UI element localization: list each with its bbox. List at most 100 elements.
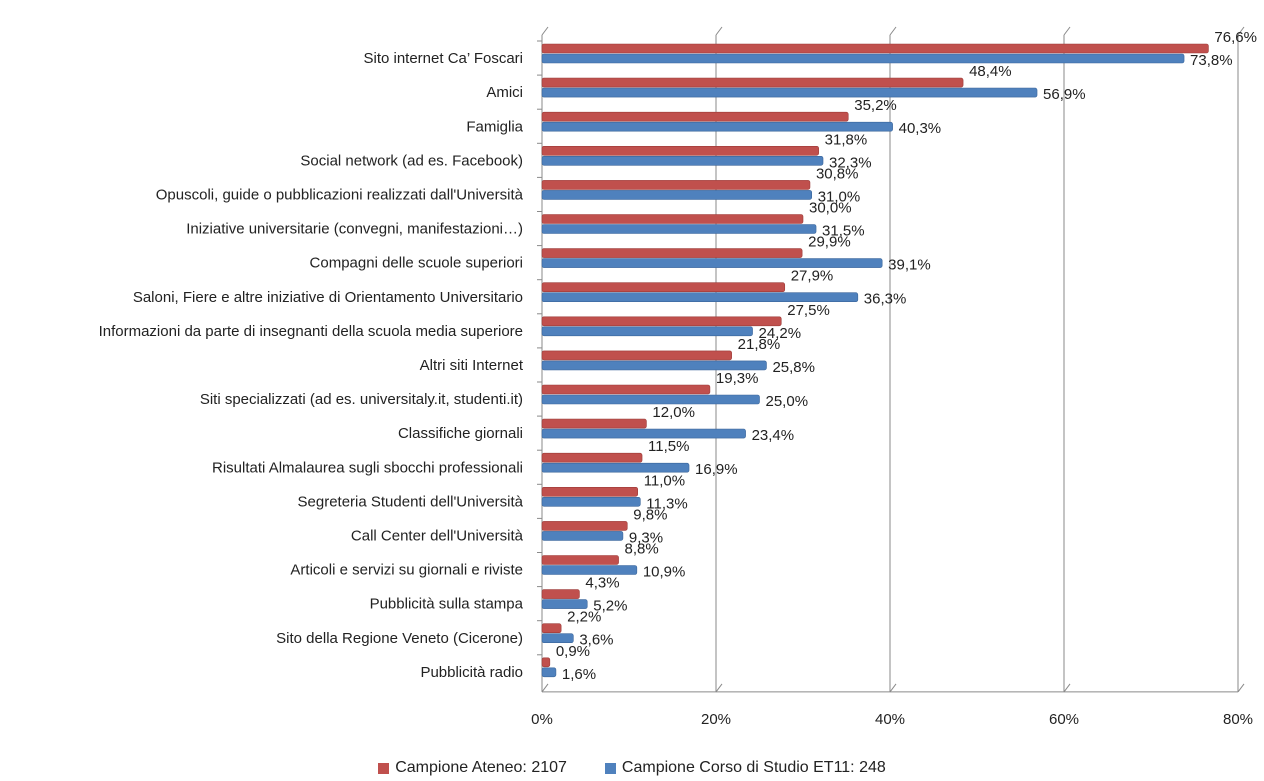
bar-ateneo — [541, 282, 786, 293]
category-label: Sito della Regione Veneto (Cicerone) — [276, 630, 523, 647]
bar-ateneo — [541, 418, 647, 429]
value-label-corso: 31,0% — [818, 188, 861, 205]
gridline-top-80 — [1237, 26, 1245, 36]
bar-corso — [541, 258, 883, 268]
value-label-corso: 36,3% — [864, 291, 907, 308]
bar-corso — [541, 360, 767, 371]
value-label-corso: 32,3% — [829, 154, 872, 171]
category-label: Opuscoli, guide o pubblicazioni realizza… — [156, 186, 524, 203]
category-label: Pubblicità sulla stampa — [370, 596, 524, 613]
bar-corso — [541, 224, 817, 234]
value-label-ateneo: 19,3% — [716, 370, 759, 387]
value-label-corso: 24,2% — [759, 325, 802, 342]
legend-item-ateneo: Campione Ateneo: 2107 — [378, 757, 567, 779]
value-label-ateneo: 11,0% — [644, 472, 685, 489]
bar-ateneo — [541, 657, 551, 668]
bar-corso — [541, 156, 824, 166]
value-label-ateneo: 30,8% — [816, 165, 859, 182]
category-labels: Sito internet Ca’ Foscari Amici Famiglia So… — [99, 50, 524, 681]
value-label-corso: 56,9% — [1043, 86, 1086, 103]
x-axis-ticks: 0% 20% 40% 60% 80% — [531, 711, 1253, 728]
category-label: Siti specializzati (ad es. universitaly.… — [200, 391, 523, 408]
bar-ateneo — [541, 521, 628, 531]
value-label-corso: 11,3% — [646, 495, 687, 512]
x-tick-label: 80% — [1223, 711, 1253, 728]
value-label-corso: 9,3% — [629, 529, 663, 546]
bar-ateneo — [541, 248, 803, 258]
category-label: Compagni delle scuole superiori — [310, 255, 523, 272]
value-label-ateneo: 29,9% — [808, 234, 851, 251]
category-label: Altri siti Internet — [420, 357, 524, 374]
value-label-corso: 5,2% — [593, 598, 627, 615]
value-label-ateneo: 4,3% — [585, 575, 619, 592]
value-label-ateneo: 27,9% — [791, 268, 834, 285]
bar-corso — [541, 428, 746, 439]
bar-corso — [541, 667, 557, 678]
x-tick-label: 60% — [1049, 711, 1079, 728]
bar-ateneo — [541, 111, 849, 122]
category-label: Amici — [486, 84, 523, 101]
gridline-bottom-0 — [541, 683, 549, 693]
category-label: Call Center dell'Università — [351, 527, 524, 544]
bar-corso — [541, 394, 760, 405]
x-tick-label: 20% — [701, 711, 731, 728]
category-label: Sito internet Ca’ Foscari — [363, 50, 523, 67]
value-label-ateneo: 31,8% — [825, 131, 868, 148]
gridline-bottom-20 — [715, 683, 723, 693]
value-label-corso: 3,6% — [579, 632, 613, 649]
bar-corso — [541, 87, 1038, 98]
value-label-ateneo: 21,8% — [738, 336, 781, 353]
bars — [541, 43, 1209, 678]
category-label: Saloni, Fiere e altre iniziative di Orie… — [133, 289, 523, 306]
bar-corso — [541, 326, 753, 337]
bar-corso — [541, 599, 588, 609]
bar-corso — [541, 462, 690, 473]
x-tick-label: 0% — [531, 711, 553, 728]
bar-corso — [541, 292, 859, 303]
value-label-ateneo: 48,4% — [969, 63, 1012, 80]
value-label-corso: 23,4% — [752, 427, 795, 444]
legend-label-ateneo: Campione Ateneo: 2107 — [395, 759, 567, 776]
bar-ateneo — [541, 214, 804, 224]
bar-ateneo — [541, 486, 638, 497]
value-label-corso: 25,0% — [766, 393, 809, 410]
gridline-top-40 — [889, 26, 897, 36]
value-label-ateneo: 35,2% — [854, 97, 897, 114]
bar-ateneo — [541, 43, 1209, 54]
bar-corso — [541, 190, 813, 200]
bar-corso — [541, 565, 638, 575]
value-labels: 76,6% 48,4% 35,2% 31,8% 30,8% 30,0% 29,9% 27,9%… — [556, 29, 1257, 683]
category-label: Classifiche giornali — [398, 425, 523, 442]
bar-ateneo — [541, 384, 711, 395]
legend-label-corso: Campione Corso di Studio ET11: 248 — [621, 759, 886, 776]
category-label: Risultati Almalaurea sugli sbocchi profe… — [212, 459, 523, 476]
gridline-bottom-40 — [889, 683, 897, 693]
value-label-corso: 73,8% — [1190, 52, 1233, 69]
gridline-top-0 — [541, 26, 549, 36]
category-label: Informazioni da parte di insegnanti dell… — [99, 323, 523, 340]
category-label: Iniziative universitarie (convegni, mani… — [186, 221, 523, 238]
x-tick-label: 40% — [875, 711, 905, 728]
bar-ateneo — [541, 146, 819, 156]
bar-corso — [541, 633, 574, 644]
bar-ateneo — [541, 555, 619, 565]
legend-swatch-ateneo — [378, 762, 390, 774]
gridline-top-20 — [715, 26, 723, 36]
bar-ateneo — [541, 452, 643, 463]
value-label-ateneo: 76,6% — [1214, 29, 1257, 46]
value-label-corso: 40,3% — [899, 120, 942, 137]
value-label-corso: 16,9% — [695, 461, 738, 478]
legend: Campione Ateneo: 2107 Campione Corso di … — [0, 757, 1264, 779]
value-label-corso: 1,6% — [562, 666, 596, 683]
bar-ateneo — [541, 180, 811, 190]
value-label-ateneo: 12,0% — [652, 404, 695, 421]
bar-corso — [541, 121, 893, 132]
category-label: Articoli e servizi su giornali e riviste — [290, 562, 523, 579]
value-label-corso: 25,8% — [772, 359, 815, 376]
category-label: Pubblicità radio — [420, 664, 523, 681]
value-label-ateneo: 11,5% — [648, 438, 689, 455]
value-label-ateneo: 8,8% — [625, 541, 659, 558]
category-label: Social network (ad es. Facebook) — [300, 152, 523, 169]
value-label-ateneo: 9,8% — [633, 506, 667, 523]
